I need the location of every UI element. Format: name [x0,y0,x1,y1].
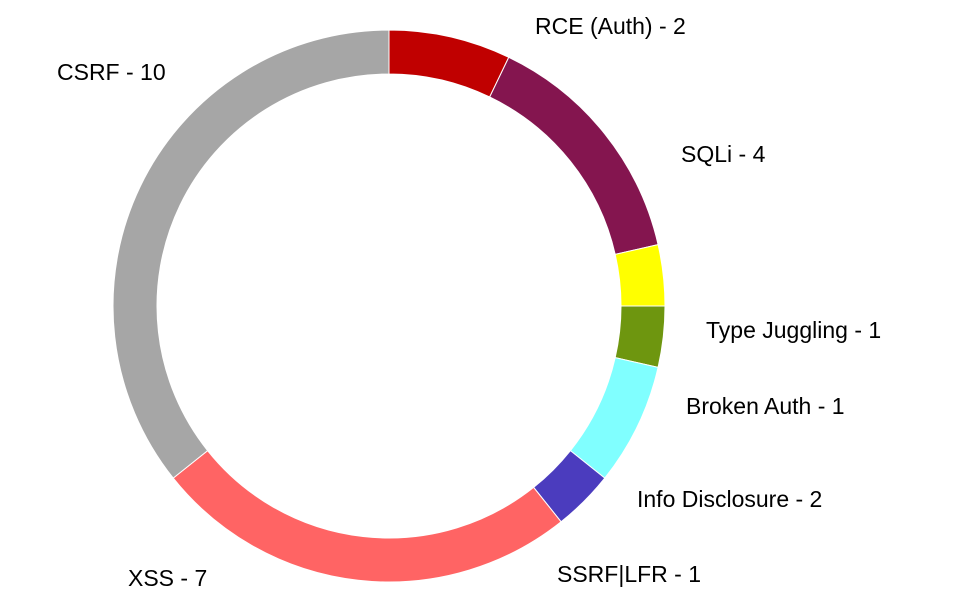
label-csrf: CSRF - 10 [57,59,166,85]
label-broken-auth: Broken Auth - 1 [686,393,845,419]
label-sqli: SQLi - 4 [681,141,766,167]
label-type-juggling: Type Juggling - 1 [706,317,881,343]
slice-xss [172,449,562,583]
slice-type-juggling [614,243,666,307]
slice-csrf [112,29,390,479]
label-ssrf-lfr: SSRF|LFR - 1 [557,561,701,587]
label-xss: XSS - 7 [128,565,207,591]
label-info-disclosure: Info Disclosure - 2 [637,486,822,512]
label-rce-auth: RCE (Auth) - 2 [535,13,686,39]
donut-slices [112,29,666,583]
slice-broken-auth [614,305,666,369]
slice-sqli [488,56,659,255]
slice-rce-auth [388,29,510,98]
slice-labels: RCE (Auth) - 2 SQLi - 4 Type Juggling - … [57,13,881,591]
slice-info-disclosure [569,357,659,479]
